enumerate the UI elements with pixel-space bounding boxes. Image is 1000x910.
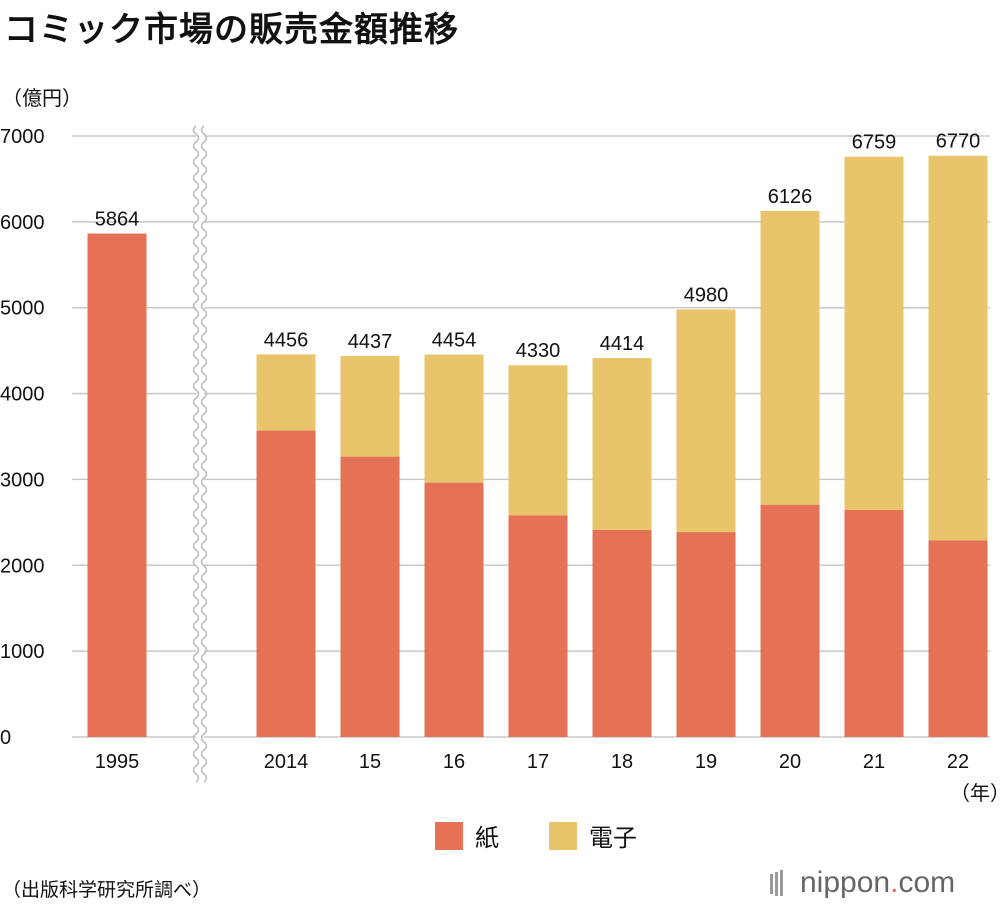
x-tick-label-19: 19	[695, 751, 717, 773]
chart-title: コミック市場の販売金額推移	[4, 10, 459, 50]
value-labels: 5864 4456 4437 4454 4330 4414 4980 6126 6759 6770	[95, 131, 981, 362]
y-tick-label: 4000	[0, 384, 45, 406]
bar-digital-16	[424, 354, 484, 483]
bar-digital-20	[760, 211, 820, 505]
y-tick-label: 3000	[0, 469, 45, 491]
x-tick-label-17: 17	[527, 751, 549, 773]
x-tick-label-20: 20	[779, 751, 801, 773]
value-label-1995: 5864	[95, 209, 140, 231]
logo-tld: com	[898, 866, 956, 899]
axis-ticks: 0 1000 2000 3000 4000 5000 6000 7000 1995 2014 15 1…	[0, 126, 969, 773]
logo-bars-icon	[770, 870, 783, 896]
axis-break-gap	[196, 126, 204, 770]
x-axis-unit-label: （年）	[950, 781, 1000, 805]
legend: 紙 電子	[435, 818, 687, 853]
y-tick-label: 5000	[0, 298, 45, 320]
logo-dot: .	[890, 866, 899, 899]
bar-digital-17	[508, 365, 568, 516]
x-tick-label-18: 18	[611, 751, 633, 773]
y-tick-label: 7000	[0, 126, 45, 148]
value-label-15: 4437	[348, 331, 393, 353]
axis-break-marker	[192, 125, 208, 783]
logo-name: nippon	[800, 866, 891, 899]
bar-paper-20	[760, 504, 820, 737]
y-tick-label: 6000	[0, 212, 45, 234]
y-tick-label: 1000	[0, 641, 45, 663]
value-label-21: 6759	[852, 132, 897, 154]
bar-digital-2014	[256, 354, 316, 431]
x-tick-label-22: 22	[947, 751, 969, 773]
legend-label-paper: 紙	[475, 824, 499, 852]
legend-item-digital: 電子	[549, 818, 637, 853]
y-tick-label: 2000	[0, 555, 45, 577]
legend-label-digital: 電子	[589, 824, 637, 852]
legend-swatch-digital	[549, 821, 577, 850]
bar-paper-19	[676, 532, 736, 737]
bar-paper-1995	[87, 233, 147, 738]
x-tick-label-15: 15	[359, 751, 381, 773]
legend-swatch-paper	[435, 821, 463, 850]
x-tick-label-1995: 1995	[95, 751, 140, 773]
nippon-com-logo: nippon. com	[770, 866, 955, 900]
bar-paper-16	[424, 482, 484, 737]
x-tick-label-21: 21	[863, 751, 885, 773]
bar-paper-17	[508, 515, 568, 737]
x-tick-label-16: 16	[443, 751, 465, 773]
bar-digital-18	[592, 358, 652, 530]
y-axis-unit-label: （億円）	[2, 86, 82, 110]
bar-digital-19	[676, 309, 736, 533]
bar-paper-21	[844, 509, 904, 737]
bar-digital-22	[928, 155, 988, 541]
value-label-19: 4980	[684, 284, 729, 306]
bar-paper-22	[928, 540, 988, 737]
value-label-17: 4330	[516, 340, 561, 362]
value-label-16: 4454	[432, 330, 477, 352]
y-tick-label: 0	[0, 727, 11, 749]
bars	[87, 155, 988, 738]
bar-paper-18	[592, 529, 652, 737]
value-label-20: 6126	[768, 186, 813, 208]
value-label-22: 6770	[936, 131, 981, 153]
bar-digital-15	[340, 356, 400, 457]
bar-paper-15	[340, 456, 400, 737]
value-label-18: 4414	[600, 333, 645, 355]
axis-break-line-left	[192, 125, 200, 783]
bar-paper-2014	[256, 430, 316, 737]
value-label-2014: 4456	[264, 329, 309, 351]
bar-digital-21	[844, 156, 904, 510]
x-tick-label-2014: 2014	[264, 751, 309, 773]
source-note: （出版科学研究所調べ）	[2, 879, 212, 901]
axis-break-line-right	[200, 125, 208, 783]
legend-item-paper: 紙	[435, 818, 499, 853]
